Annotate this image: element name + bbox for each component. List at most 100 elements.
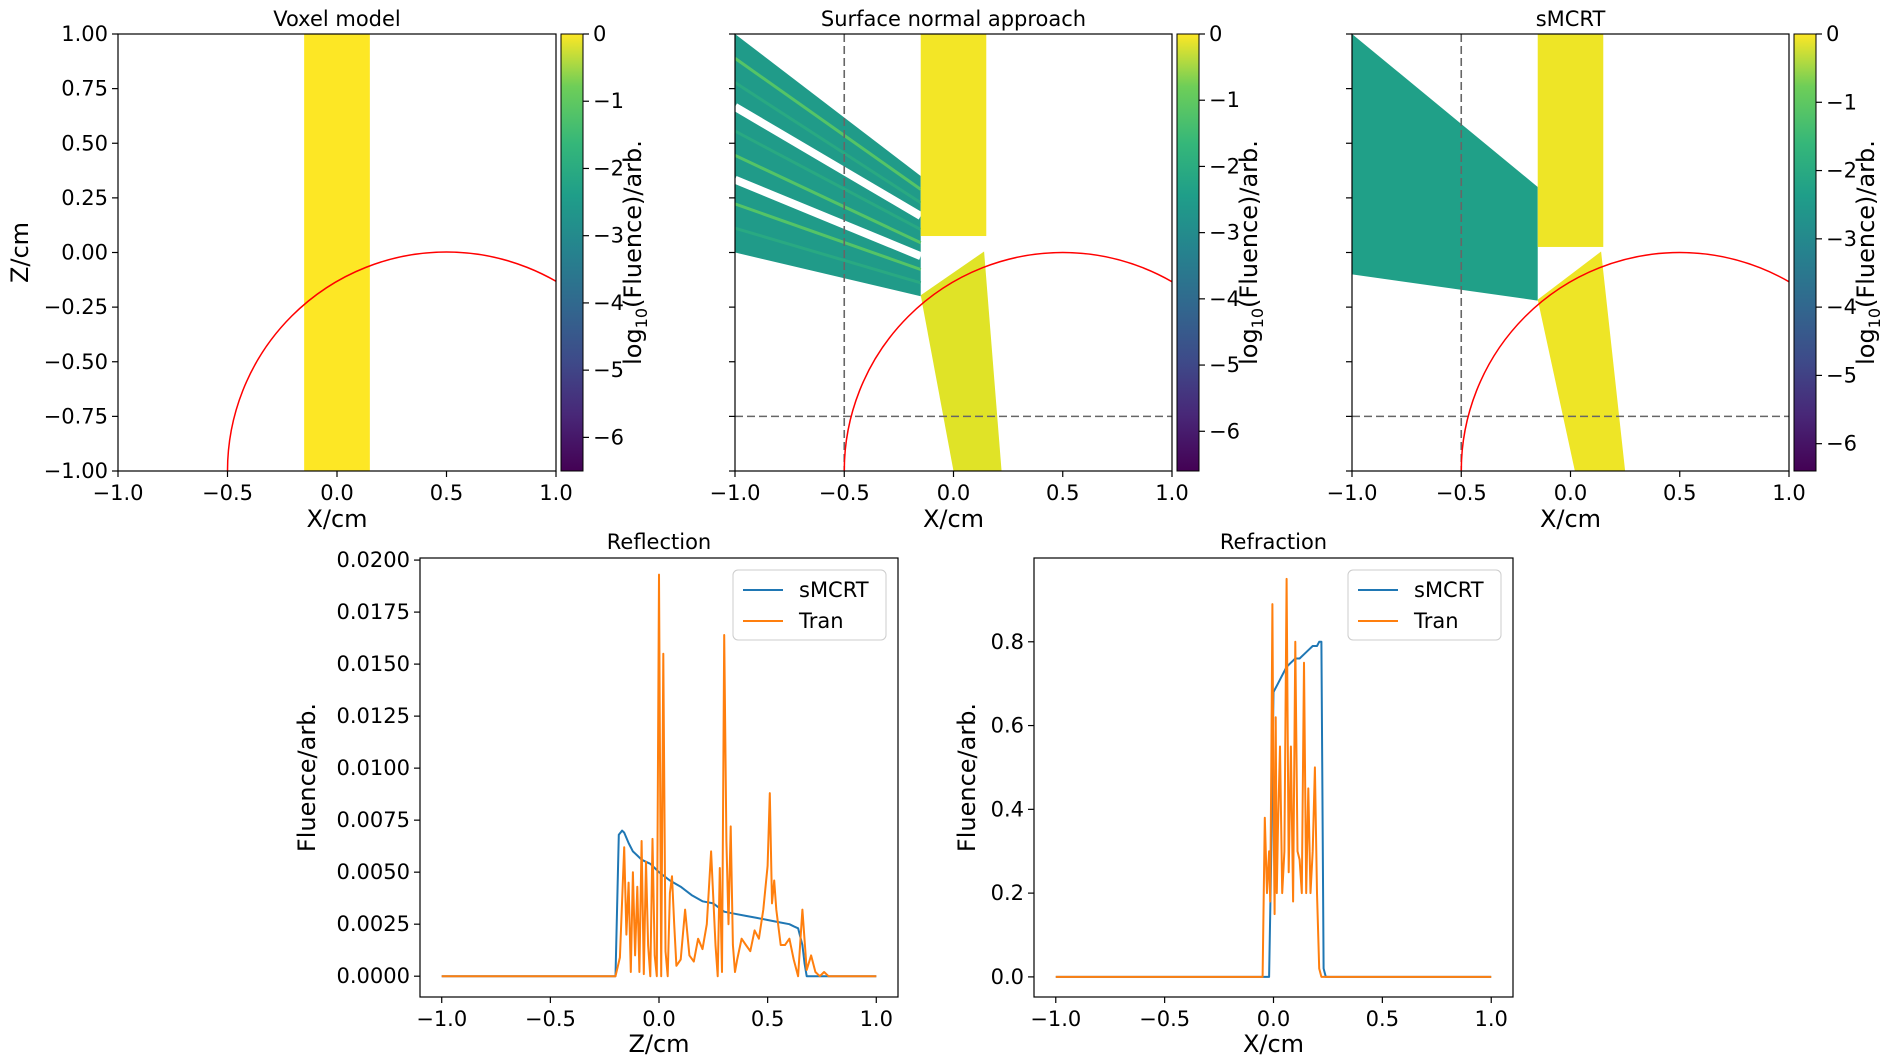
x-axis-label: Z/cm	[628, 1030, 689, 1058]
heatmap-panel: Voxel model −1.0 −0.5 0.0 0.5 1.0 X/cm −1.00 −0.…	[6, 7, 651, 533]
y-tick-label: 0.0025	[337, 912, 410, 936]
y-tick-label: 0.0150	[337, 652, 410, 676]
y-tick-label: 0.0075	[337, 808, 410, 832]
chart-title: Surface normal approach	[821, 7, 1086, 31]
plot-area	[441, 573, 877, 978]
interface-circle	[226, 251, 556, 471]
x-tick-label: −0.5	[525, 1007, 576, 1031]
colorbar-tick-label: −3	[1209, 221, 1240, 245]
y-tick-label: 0.0100	[337, 756, 410, 780]
colorbar-tick-label: 0	[1209, 22, 1222, 46]
x-axis-label: X/cm	[306, 505, 367, 533]
y-axis-label: Z/cm	[6, 222, 34, 283]
x-tick-label: −0.5	[1436, 481, 1487, 505]
y-axis-label: Fluence/arb.	[953, 703, 981, 852]
x-tick-label: 0.0	[937, 481, 970, 505]
colorbar-tick-label: 0	[593, 22, 606, 46]
colorbar	[560, 33, 584, 472]
colorbar-label-prefix: log	[619, 328, 647, 365]
colorbar-tick-label: −3	[593, 224, 624, 248]
line-chart-panel: Reflection −1.0 −0.5 0.0 0.5 1.0 Z/cm 0.0000 0.0…	[293, 530, 899, 1058]
reflected-streak	[735, 103, 923, 220]
x-tick-label: 0.0	[1257, 1007, 1290, 1031]
x-tick-label: 0.5	[1046, 481, 1079, 505]
x-axis-label: X/cm	[1540, 505, 1601, 533]
y-tick-label: 0.75	[61, 77, 108, 101]
reflected-streak	[735, 129, 922, 231]
interface-circle	[1460, 251, 1789, 471]
reflected-streak	[735, 81, 922, 204]
colorbar	[1176, 33, 1200, 472]
chart-title: Refraction	[1220, 530, 1327, 554]
colorbar-label-sub: 10	[632, 308, 651, 328]
x-tick-label: 1.0	[860, 1007, 893, 1031]
incident-beam	[1537, 34, 1604, 247]
x-tick-label: −1.0	[1030, 1007, 1081, 1031]
x-tick-label: 1.0	[539, 481, 572, 505]
y-tick-label: 1.00	[61, 22, 108, 46]
y-tick-label: 0.8	[991, 630, 1024, 654]
heatmap-panel: Surface normal approach −1.0 −0.5 0.0 0.5 1.0…	[710, 7, 1268, 533]
colorbar-tick-label: −2	[1826, 159, 1857, 183]
y-tick-label: 0.2	[991, 881, 1024, 905]
colorbar-label-sub: 10	[1865, 308, 1884, 328]
y-tick-label: −0.75	[44, 404, 108, 428]
legend-box	[732, 569, 887, 641]
y-tick-label: 0.0	[991, 965, 1024, 989]
colorbar-tick-label: −2	[1209, 154, 1240, 178]
x-tick-label: −1.0	[93, 481, 144, 505]
colorbar-tick-label: −4	[1209, 287, 1240, 311]
beam-column	[304, 34, 370, 471]
colorbar-label: log10(Fluence)/arb.	[1235, 140, 1267, 365]
colorbar-tick-label: −2	[593, 156, 624, 180]
y-tick-label: −0.25	[44, 295, 108, 319]
colorbar-tick-label: −1	[593, 89, 624, 113]
legend-label: Tran	[1413, 609, 1459, 633]
x-tick-label: −1.0	[416, 1007, 467, 1031]
x-tick-label: 1.0	[1475, 1007, 1508, 1031]
y-tick-label: 0.6	[991, 714, 1024, 738]
colorbar-tick-label: −4	[593, 291, 624, 315]
legend-box	[1347, 569, 1502, 641]
x-tick-label: −0.5	[819, 481, 870, 505]
colorbar-label-suffix: (Fluence)/arb.	[1235, 140, 1263, 308]
x-tick-label: −0.5	[202, 481, 253, 505]
legend: sMCRT Tran	[1347, 569, 1502, 641]
x-tick-label: −0.5	[1139, 1007, 1190, 1031]
y-tick-label: 0.0000	[337, 964, 410, 988]
colorbar-label-suffix: (Fluence)/arb.	[1852, 140, 1880, 308]
chart-title: sMCRT	[1536, 7, 1606, 31]
colorbar-tick-label: 0	[1826, 22, 1839, 46]
plot-area	[1055, 577, 1492, 978]
colorbar-label-sub: 10	[1248, 308, 1267, 328]
colorbar-tick-label: −3	[1826, 227, 1857, 251]
plot-area	[226, 34, 556, 471]
heatmap-panel: sMCRT −1.0 −0.5 0.0 0.5 1.0 X/cm 0 −1 −2 −3 −4 −5 −6 l…	[1327, 7, 1885, 533]
legend: sMCRT Tran	[732, 569, 887, 641]
y-tick-label: −0.50	[44, 350, 108, 374]
x-tick-label: 0.0	[320, 481, 353, 505]
colorbar	[1793, 33, 1817, 472]
reflected-streak	[735, 202, 922, 271]
y-tick-label: 0.0050	[337, 860, 410, 884]
colorbar-tick-label: −5	[1826, 363, 1857, 387]
colorbar-tick-label: −1	[1209, 88, 1240, 112]
refracted-beam	[920, 251, 1002, 471]
y-tick-label: 0.0200	[337, 548, 410, 572]
plot-area	[735, 34, 1172, 471]
x-axis-label: X/cm	[923, 505, 984, 533]
colorbar-tick-label: −5	[1209, 353, 1240, 377]
reflected-streak	[735, 57, 922, 191]
x-tick-label: 0.0	[1554, 481, 1587, 505]
colorbar-label-suffix: (Fluence)/arb.	[619, 140, 647, 308]
colorbar-tick-label: −6	[1826, 432, 1857, 456]
reflected-streak	[735, 175, 923, 260]
refracted-beam	[1537, 251, 1626, 471]
y-tick-label: 0.00	[61, 241, 108, 265]
chart-title: Voxel model	[273, 7, 401, 31]
colorbar-tick-label: −5	[593, 358, 624, 382]
chart-title: Reflection	[607, 530, 712, 554]
colorbar-label-prefix: log	[1852, 328, 1880, 365]
x-axis-label: X/cm	[1243, 1030, 1304, 1058]
